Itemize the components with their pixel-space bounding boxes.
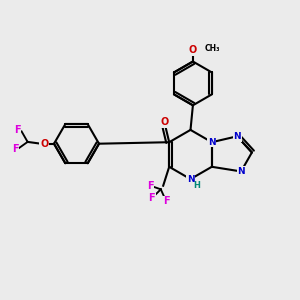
Text: F: F <box>14 125 21 135</box>
Text: F: F <box>148 193 155 203</box>
Text: O: O <box>189 45 197 55</box>
Text: N: N <box>237 167 245 176</box>
Text: CH₃: CH₃ <box>205 44 220 53</box>
Text: F: F <box>147 181 154 191</box>
Text: H: H <box>194 181 200 190</box>
Text: O: O <box>40 139 49 149</box>
Text: N: N <box>233 132 241 141</box>
Text: O: O <box>161 117 169 127</box>
Text: N: N <box>187 175 194 184</box>
Text: F: F <box>163 196 169 206</box>
Text: N: N <box>208 138 216 147</box>
Text: F: F <box>12 144 18 154</box>
